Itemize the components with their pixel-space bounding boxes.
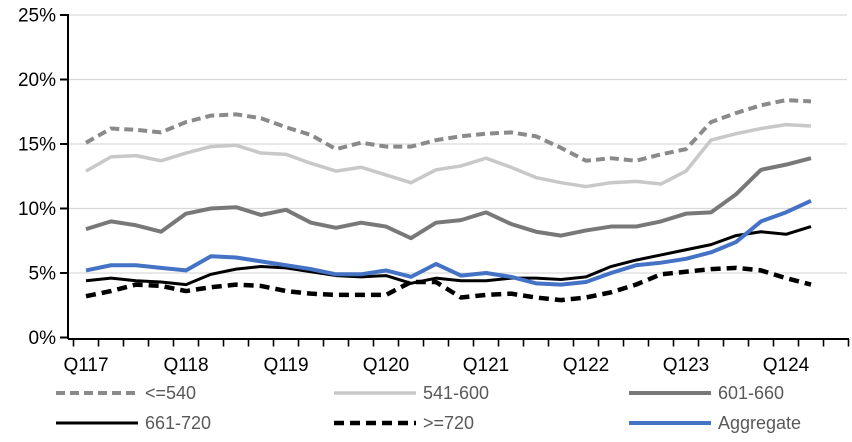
legend-swatch	[56, 391, 138, 395]
y-tick-label: 10%	[18, 199, 56, 220]
series-line--540	[85, 98, 812, 163]
series-line-601-660	[85, 156, 812, 241]
legend-swatch	[56, 421, 138, 425]
y-tick-label: 0%	[29, 328, 57, 349]
legend-item-Aggregate: Aggregate	[628, 413, 801, 433]
legend-swatch	[629, 391, 711, 395]
legend-item--720: >=720	[333, 413, 474, 433]
legend-swatch	[629, 421, 711, 425]
legend-label: 661-720	[145, 413, 212, 433]
chart-legend: <=540 541-600 601-660 661-720 >=720 Aggregate	[0, 378, 852, 440]
y-tick-label: 25%	[18, 6, 56, 27]
legend-label: Aggregate	[718, 413, 802, 433]
legend-item-601-660: 601-660	[628, 383, 784, 403]
y-tick-label: 5%	[29, 264, 57, 285]
x-tick-label-Q121: Q121	[463, 355, 509, 376]
x-tick-label-Q120: Q120	[363, 355, 409, 376]
series-line--720	[85, 265, 812, 303]
legend-label: >=720	[423, 413, 475, 433]
legend-swatch	[334, 391, 416, 395]
series-line-Aggregate	[85, 198, 812, 287]
legend-label: <=540	[145, 383, 197, 403]
x-tick-label-Q119: Q119	[263, 355, 308, 376]
x-tick-label-Q124: Q124	[763, 355, 810, 376]
x-tick-label-Q118: Q118	[163, 355, 208, 376]
legend-label: 541-600	[423, 383, 490, 403]
x-tick-label-Q117: Q117	[63, 355, 108, 376]
y-tick-label: 15%	[18, 135, 56, 156]
series-line-541-600	[85, 122, 812, 189]
legend-item-541-600: 541-600	[333, 383, 489, 403]
x-tick-label-Q123: Q123	[663, 355, 709, 376]
legend-item--540: <=540	[55, 383, 196, 403]
y-tick-label: 20%	[18, 70, 56, 91]
legend-label: 601-660	[718, 383, 785, 403]
legend-item-661-720: 661-720	[55, 413, 211, 433]
x-tick-label-Q122: Q122	[563, 355, 609, 376]
legend-swatch	[334, 420, 416, 426]
series-line-661-720	[85, 225, 812, 287]
line-chart-plot: 0% 5% 10% 15% 20% 25% Q117 Q118 Q119 Q120 Q121 Q122…	[18, 6, 850, 376]
